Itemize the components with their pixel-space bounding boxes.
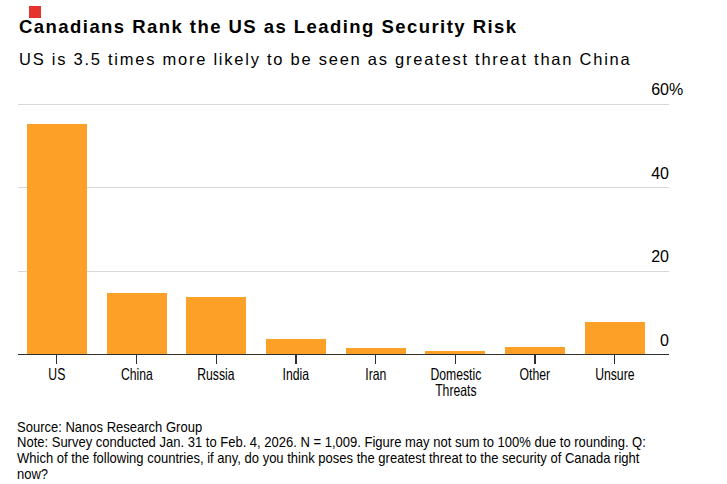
methodology-note-line: Note: Survey conducted Jan. 31 to Feb. 4… <box>17 435 646 451</box>
bar-russia <box>186 297 246 354</box>
chart-footer: Source: Nanos Research Group Note: Surve… <box>17 420 646 483</box>
bar-other <box>505 347 565 354</box>
x-axis-tick <box>455 355 456 364</box>
x-axis-category-label: Other <box>506 367 565 383</box>
bar-domestic-threats <box>425 351 485 354</box>
source-note: Source: Nanos Research Group <box>17 420 646 436</box>
methodology-note-line: now? <box>17 467 646 483</box>
bar-us <box>27 124 87 354</box>
bar-unsure <box>585 322 645 354</box>
x-axis-tick <box>56 355 57 364</box>
gridline <box>18 104 669 105</box>
y-axis-tick-label: 60% <box>613 82 683 98</box>
x-axis-tick <box>136 355 137 364</box>
chart-title: Canadians Rank the US as Leading Securit… <box>19 16 518 38</box>
x-axis-category-label: Domestic Threats <box>426 367 485 398</box>
bar-india <box>266 339 326 354</box>
x-axis-category-label: Iran <box>346 367 405 383</box>
bar-iran <box>346 348 406 354</box>
gridline <box>18 271 669 272</box>
x-axis-category-label: China <box>107 367 166 383</box>
gridline <box>18 187 669 188</box>
x-axis-category-label: Russia <box>187 367 246 383</box>
x-axis-category-label: India <box>266 367 325 383</box>
x-axis-category-label: Unsure <box>585 367 644 383</box>
y-axis-tick-label: 20 <box>599 249 669 265</box>
bloomberg-chart: { "brand_color": "#e5342b", "title": "Ca… <box>0 0 727 484</box>
y-axis-tick-label: 40 <box>599 166 669 182</box>
x-axis-tick <box>614 355 615 364</box>
x-axis-tick <box>375 355 376 364</box>
x-axis-tick <box>216 355 217 364</box>
methodology-note-line: Which of the following countries, if any… <box>17 451 646 467</box>
x-axis-tick <box>295 355 296 364</box>
x-axis-category-label: US <box>27 367 86 383</box>
methodology-note: Note: Survey conducted Jan. 31 to Feb. 4… <box>17 435 646 482</box>
x-axis-tick <box>534 355 535 364</box>
chart-subtitle: US is 3.5 times more likely to be seen a… <box>19 50 631 69</box>
bar-china <box>107 293 167 354</box>
